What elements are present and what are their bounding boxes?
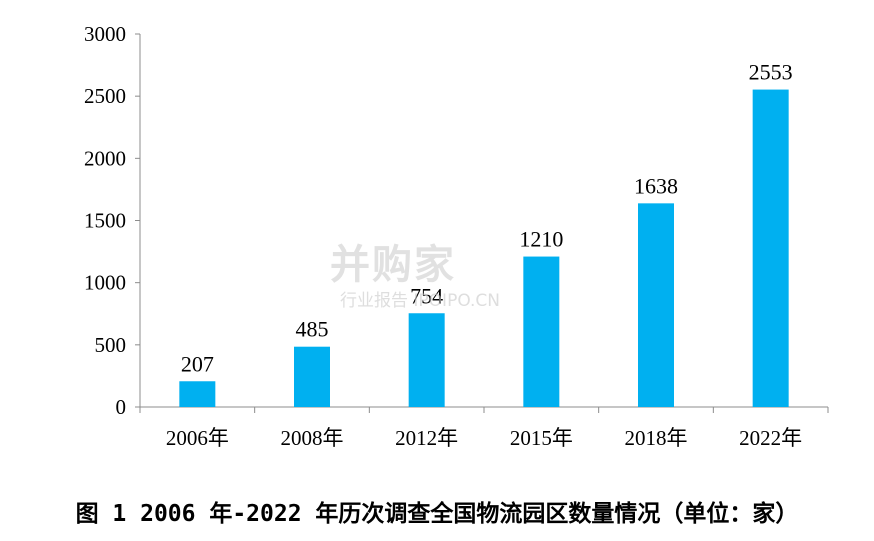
bar-2022年 xyxy=(752,89,789,408)
data-label: 1638 xyxy=(634,173,678,198)
bar-2006年 xyxy=(179,381,216,407)
y-tick-label: 2500 xyxy=(84,84,126,108)
data-label: 485 xyxy=(296,317,329,342)
bar-2012年 xyxy=(408,313,445,407)
bar-2008年 xyxy=(294,346,330,407)
y-tick-label: 3000 xyxy=(84,22,126,46)
y-tick-label: 500 xyxy=(95,333,127,357)
data-label: 2553 xyxy=(749,60,793,85)
y-tick-label: 1500 xyxy=(84,209,126,233)
data-label: 754 xyxy=(410,283,443,308)
chart-canvas: 0 500 1000 1500 2000 2500 3000 207 2006年 485 2008年… xyxy=(84,22,829,450)
bar-chart: 0 500 1000 1500 2000 2500 3000 207 2006年 485 2008年… xyxy=(84,22,829,450)
y-tick-label: 2000 xyxy=(84,146,126,170)
y-tick-label: 0 xyxy=(116,395,127,419)
x-category-label: 2018年 xyxy=(625,426,688,450)
data-label: 1210 xyxy=(519,227,563,252)
x-category-label: 2012年 xyxy=(395,426,458,450)
x-category-label: 2006年 xyxy=(166,426,229,450)
bar-2018年 xyxy=(638,203,674,407)
x-category-label: 2022年 xyxy=(739,426,802,450)
y-tick-label: 1000 xyxy=(84,271,126,295)
data-label: 207 xyxy=(181,351,214,376)
figure-caption: 图 1 2006 年-2022 年历次调查全国物流园区数量情况（单位：家） xyxy=(75,501,799,527)
x-category-label: 2008年 xyxy=(281,426,344,450)
x-category-label: 2015年 xyxy=(510,426,573,450)
bar-2015年 xyxy=(523,256,560,407)
